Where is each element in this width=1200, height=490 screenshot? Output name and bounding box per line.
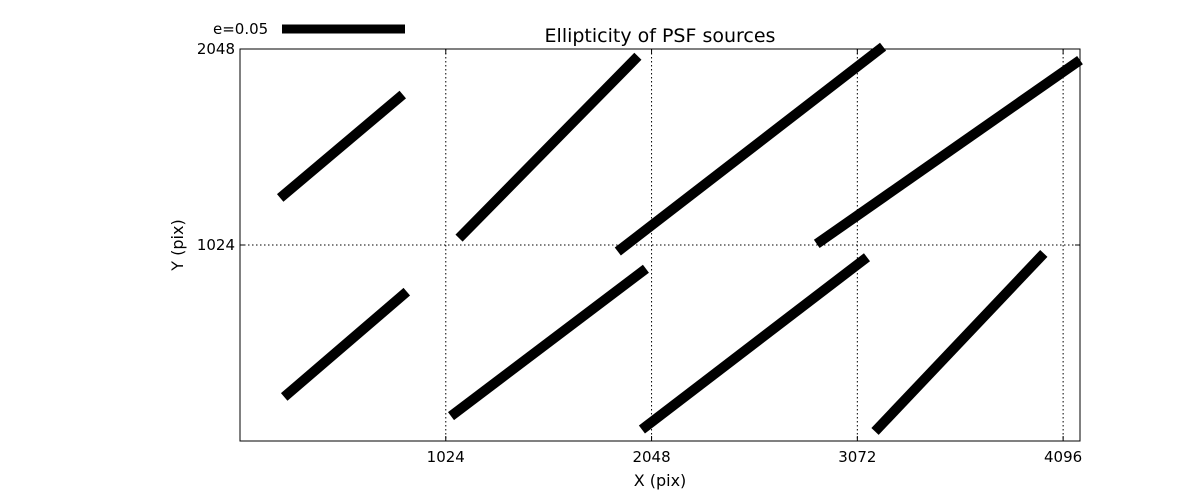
ellipticity-segment bbox=[280, 287, 411, 401]
chart-title: Ellipticity of PSF sources bbox=[545, 25, 776, 47]
grid bbox=[240, 49, 1080, 441]
ellipticity-segment bbox=[276, 90, 406, 202]
x-tick-label: 4096 bbox=[1044, 448, 1082, 466]
x-axis-label: X (pix) bbox=[634, 471, 687, 490]
plot-frame bbox=[239, 48, 1081, 442]
x-tick-labels: 1024 2048 3072 4096 bbox=[427, 448, 1083, 466]
ellipticity-segment bbox=[813, 56, 1083, 248]
y-tick-labels: 1024 2048 bbox=[197, 40, 235, 254]
ellipticity-segment bbox=[447, 264, 649, 421]
legend: e=0.05 bbox=[213, 20, 405, 38]
ellipticity-segment bbox=[871, 249, 1048, 435]
ellipticity-segment bbox=[638, 253, 871, 434]
y-tick-label: 2048 bbox=[197, 40, 235, 58]
ellipticity-segment bbox=[455, 52, 642, 242]
ellipticity-segment bbox=[614, 42, 887, 256]
legend-label: e=0.05 bbox=[213, 20, 268, 38]
ellipticity-segments bbox=[276, 42, 1083, 435]
y-axis-label: Y (pix) bbox=[168, 219, 187, 271]
y-tick-label: 1024 bbox=[197, 236, 235, 254]
x-tick-label: 1024 bbox=[427, 448, 465, 466]
x-tick-label: 3072 bbox=[838, 448, 876, 466]
x-tick-label: 2048 bbox=[632, 448, 670, 466]
